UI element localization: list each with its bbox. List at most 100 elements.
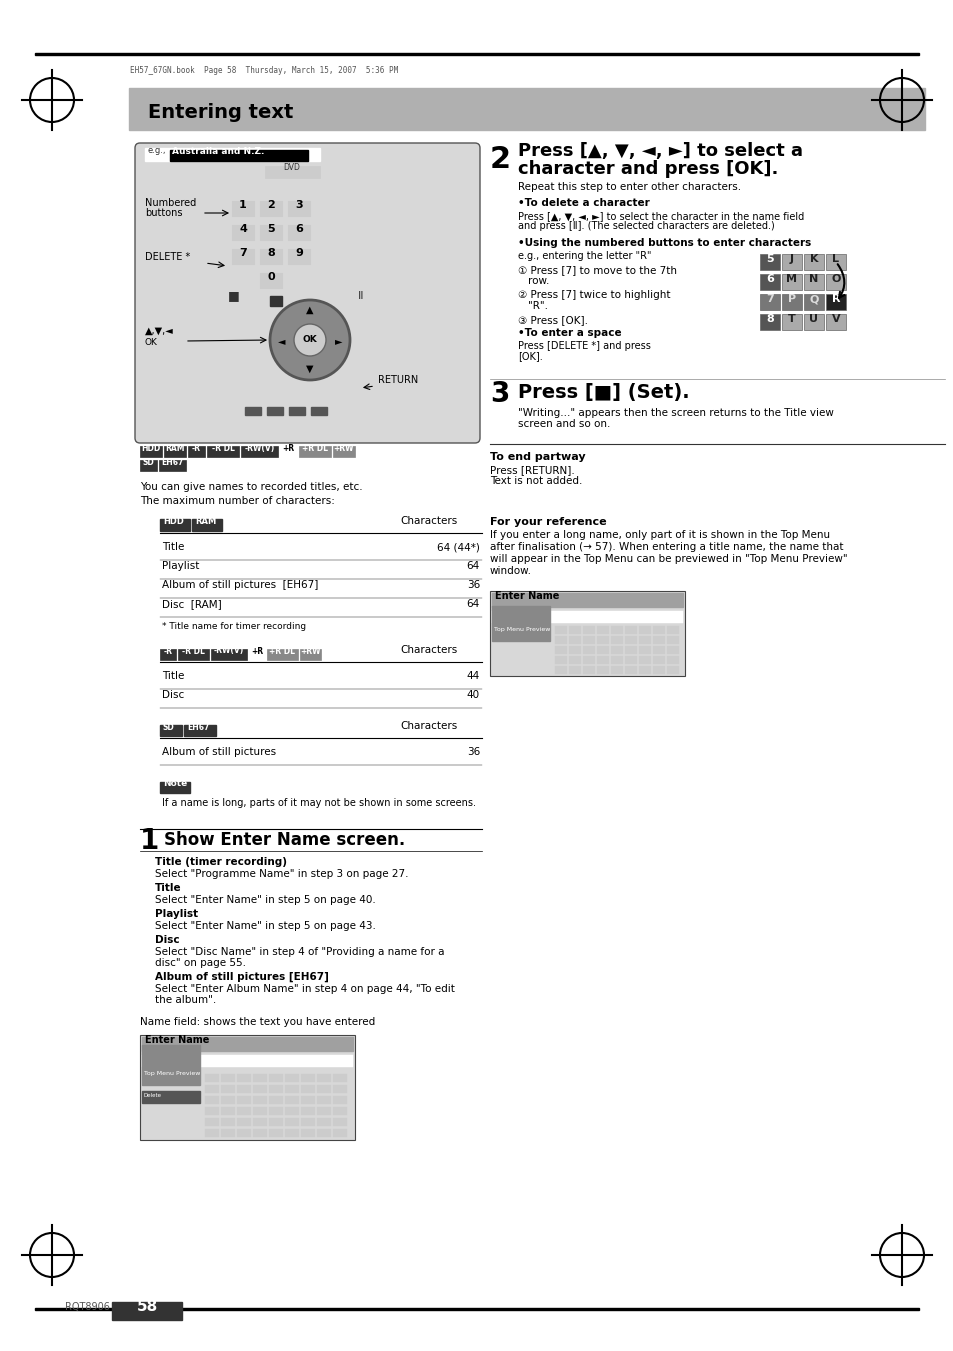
Bar: [652, 657, 664, 663]
Bar: [311, 407, 327, 415]
Bar: [269, 1119, 283, 1125]
Text: after finalisation (→ 57). When entering a title name, the name that: after finalisation (→ 57). When entering…: [490, 542, 842, 553]
Bar: [568, 636, 580, 644]
Text: 44: 44: [466, 671, 479, 681]
Text: 8: 8: [765, 313, 773, 324]
Bar: [207, 446, 239, 457]
Bar: [236, 1085, 251, 1093]
Bar: [236, 1096, 251, 1104]
Bar: [205, 1119, 219, 1125]
Bar: [267, 407, 283, 415]
Text: screen and so on.: screen and so on.: [517, 419, 610, 430]
Text: Title (timer recording): Title (timer recording): [154, 857, 287, 867]
Bar: [236, 1106, 251, 1115]
Text: Disc: Disc: [154, 935, 179, 944]
Text: 7: 7: [239, 249, 247, 258]
Bar: [288, 226, 310, 240]
Bar: [597, 626, 608, 634]
Text: Text is not added.: Text is not added.: [490, 476, 581, 486]
Text: Top Menu Preview: Top Menu Preview: [144, 1071, 200, 1075]
Bar: [492, 611, 682, 623]
Text: DELETE *: DELETE *: [145, 253, 190, 262]
Bar: [253, 1106, 267, 1115]
Bar: [160, 519, 190, 531]
Bar: [568, 646, 580, 654]
Bar: [267, 648, 297, 661]
Bar: [568, 626, 580, 634]
Bar: [35, 53, 918, 55]
Bar: [610, 657, 622, 663]
Bar: [236, 1074, 251, 1082]
Bar: [781, 295, 801, 309]
Text: To end partway: To end partway: [490, 453, 585, 462]
Text: OK: OK: [302, 335, 317, 345]
Text: EH67: EH67: [187, 723, 209, 731]
Bar: [316, 1074, 331, 1082]
Bar: [582, 636, 595, 644]
Bar: [221, 1119, 234, 1125]
Text: Select "Enter Name" in step 5 on page 43.: Select "Enter Name" in step 5 on page 43…: [154, 921, 375, 931]
Bar: [192, 519, 222, 531]
Bar: [112, 1302, 182, 1320]
Bar: [289, 407, 305, 415]
Text: character and press [OK].: character and press [OK].: [517, 159, 778, 178]
Text: ■: ■: [228, 289, 239, 303]
Text: The maximum number of characters:: The maximum number of characters:: [140, 496, 335, 507]
Text: K: K: [809, 254, 818, 263]
Text: EH67: EH67: [161, 458, 184, 467]
Bar: [260, 273, 282, 288]
Bar: [232, 249, 253, 263]
Bar: [582, 646, 595, 654]
Bar: [666, 657, 679, 663]
Bar: [269, 1074, 283, 1082]
Bar: [285, 1119, 298, 1125]
Text: P: P: [787, 295, 795, 304]
Text: e.g., entering the letter "R": e.g., entering the letter "R": [517, 251, 651, 261]
Bar: [333, 1085, 347, 1093]
Text: M: M: [785, 274, 797, 284]
Text: 7: 7: [765, 295, 773, 304]
Text: window.: window.: [490, 566, 532, 576]
Bar: [652, 636, 664, 644]
Text: If a name is long, parts of it may not be shown in some screens.: If a name is long, parts of it may not b…: [162, 798, 476, 808]
Bar: [610, 636, 622, 644]
Text: +R DL: +R DL: [269, 647, 295, 655]
Bar: [142, 1038, 353, 1051]
Bar: [652, 646, 664, 654]
Bar: [269, 1096, 283, 1104]
Bar: [245, 407, 261, 415]
Text: O: O: [830, 274, 840, 284]
Bar: [285, 1085, 298, 1093]
Bar: [825, 313, 845, 330]
Bar: [492, 607, 550, 640]
Text: ② Press [7] twice to highlight: ② Press [7] twice to highlight: [517, 290, 670, 300]
FancyBboxPatch shape: [135, 143, 479, 443]
Text: 6: 6: [294, 224, 303, 234]
Bar: [582, 666, 595, 674]
Bar: [170, 150, 308, 161]
Bar: [316, 1119, 331, 1125]
Text: Press [▲, ▼, ◄, ►] to select the character in the name field: Press [▲, ▼, ◄, ►] to select the charact…: [517, 211, 803, 222]
Text: Select "Enter Name" in step 5 on page 40.: Select "Enter Name" in step 5 on page 40…: [154, 894, 375, 905]
Bar: [299, 648, 320, 661]
Bar: [803, 274, 823, 290]
Text: 64: 64: [466, 561, 479, 571]
Bar: [666, 626, 679, 634]
Bar: [241, 446, 277, 457]
Text: "R".: "R".: [527, 301, 547, 311]
Bar: [666, 666, 679, 674]
Text: Playlist: Playlist: [162, 561, 199, 571]
Text: SD: SD: [143, 458, 154, 467]
Bar: [781, 254, 801, 270]
Bar: [249, 648, 265, 661]
Text: Select "Enter Album Name" in step 4 on page 44, "To edit: Select "Enter Album Name" in step 4 on p…: [154, 984, 455, 994]
Bar: [568, 666, 580, 674]
Bar: [129, 88, 924, 130]
Bar: [253, 1074, 267, 1082]
Text: Entering text: Entering text: [148, 103, 294, 122]
Bar: [316, 1096, 331, 1104]
Bar: [624, 666, 637, 674]
Bar: [333, 1119, 347, 1125]
Bar: [624, 636, 637, 644]
Bar: [610, 666, 622, 674]
